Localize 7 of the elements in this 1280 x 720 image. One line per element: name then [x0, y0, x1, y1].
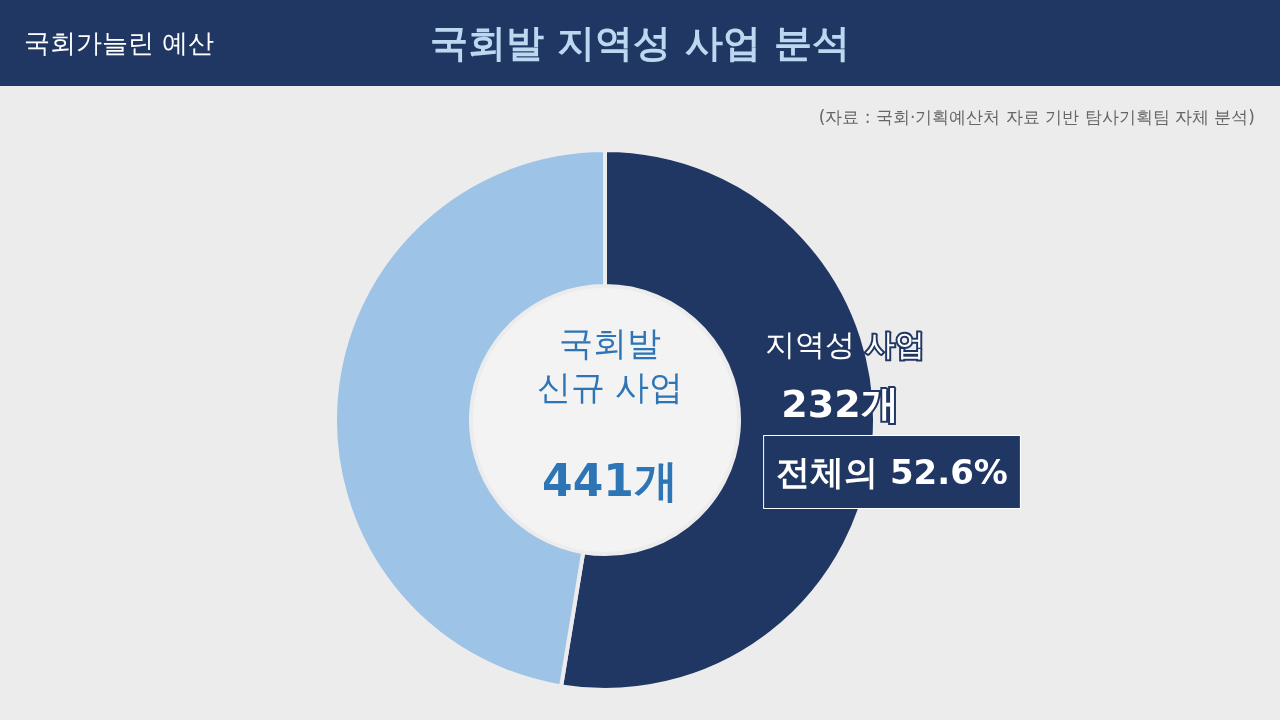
slice-label: 지역성 사업: [765, 326, 925, 362]
text: 전체의 52.6%: [776, 452, 1008, 492]
text: 국회발 신규 사업: [536, 322, 684, 408]
text: 국회가늘린 예산: [24, 27, 215, 60]
chart-title: 국회발 지역성 사업 분석: [430, 21, 850, 65]
text: 441개: [542, 454, 678, 506]
text: (자료 : 국회·기획예산처 자료 기반 탐사기획팀 자체 분석): [818, 107, 1255, 127]
